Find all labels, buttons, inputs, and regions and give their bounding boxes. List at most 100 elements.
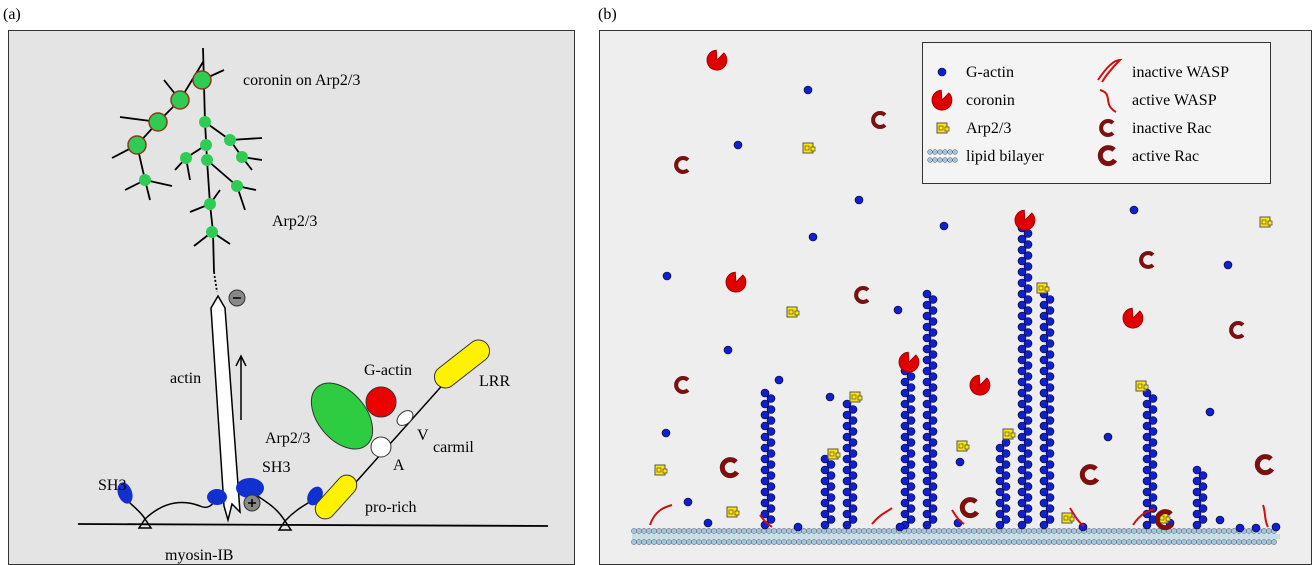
lipid [1236,539,1242,545]
g-actin [842,454,852,464]
lipid [1166,539,1172,545]
g-actin [1223,260,1233,270]
lipid [926,539,932,545]
lipid [836,539,842,545]
g-actin [1192,509,1202,519]
g-actin [922,300,932,310]
g-actin [842,476,852,486]
lipid [906,539,912,545]
g-actin [842,399,852,409]
g-actin [900,509,910,519]
g-actin [900,443,910,453]
g-actin [1205,407,1215,417]
g-actin [928,339,938,348]
lipid [861,528,867,534]
g-actin [825,392,835,402]
active-rac [1254,454,1275,476]
g-actin [1023,416,1033,425]
lipid [661,539,667,545]
arp-complex [310,382,374,450]
g-actin [928,416,938,425]
wasp [871,507,893,525]
lipid [1026,539,1032,545]
g-actin [928,394,938,403]
g-actin [1017,443,1027,453]
g-actin [922,377,932,387]
lipid [766,539,772,545]
g-actin [766,471,776,480]
g-actin [900,454,910,464]
label: SH3 [98,477,126,494]
lipid [1016,528,1022,534]
g-actin [937,67,947,77]
g-actin [848,504,858,513]
lipid [686,528,692,534]
lipid [1216,528,1222,534]
lipid [966,528,972,534]
g-actin [760,465,770,475]
g-actin [922,355,932,365]
lipid [1051,528,1057,534]
lipid [661,528,667,534]
lipid [781,528,787,534]
lipid [1196,539,1202,545]
g-actin [1148,460,1158,469]
lipid [1141,528,1147,534]
g-actin [1001,471,1011,480]
lipid [996,539,1002,545]
lipid [1026,528,1032,534]
label: V [417,427,429,444]
lipid [1081,539,1087,545]
lipid [646,539,652,545]
g-actin [900,432,910,442]
lipid [1121,528,1127,534]
g-actin [1039,520,1049,530]
g-actin [900,465,910,475]
lipid [956,539,962,545]
lipid [951,539,957,545]
lipid [731,528,737,534]
g-actin [1039,410,1049,420]
lipid [1066,539,1072,545]
lipid [736,539,742,545]
g-actin [1039,443,1049,453]
lipid [811,539,817,545]
lipid [941,539,947,545]
lipid [1141,539,1147,545]
g-actin [842,410,852,420]
lipid [1206,539,1212,545]
g-actin [848,471,858,480]
g-actin [922,487,932,497]
g-actin [826,482,836,491]
g-actin [1142,465,1152,475]
lipid [876,528,882,534]
g-actin [760,498,770,508]
lipid [656,528,662,534]
lipid [1211,539,1217,545]
label: Arp2/3 [272,213,317,230]
g-actin [906,471,916,480]
label: pro-rich [365,499,417,516]
lipid [952,149,958,155]
g-actin [995,520,1005,530]
lipid [651,539,657,545]
g-actin [1001,482,1011,491]
g-actin [820,498,830,508]
lipid [681,539,687,545]
lipid [1101,539,1107,545]
lipid [986,539,992,545]
g-actin [1192,498,1202,508]
lipid [1011,539,1017,545]
g-actin [1235,523,1245,533]
g-actin [1198,504,1208,513]
lipid [886,528,892,534]
lipid [631,539,637,545]
lipid [706,528,712,534]
arp2-3 [1002,428,1016,440]
lipid [641,528,647,534]
g-actin [1039,509,1049,519]
g-actin [1045,482,1055,491]
lipid [1271,539,1277,545]
lipid [831,528,837,534]
lipid [891,528,897,534]
